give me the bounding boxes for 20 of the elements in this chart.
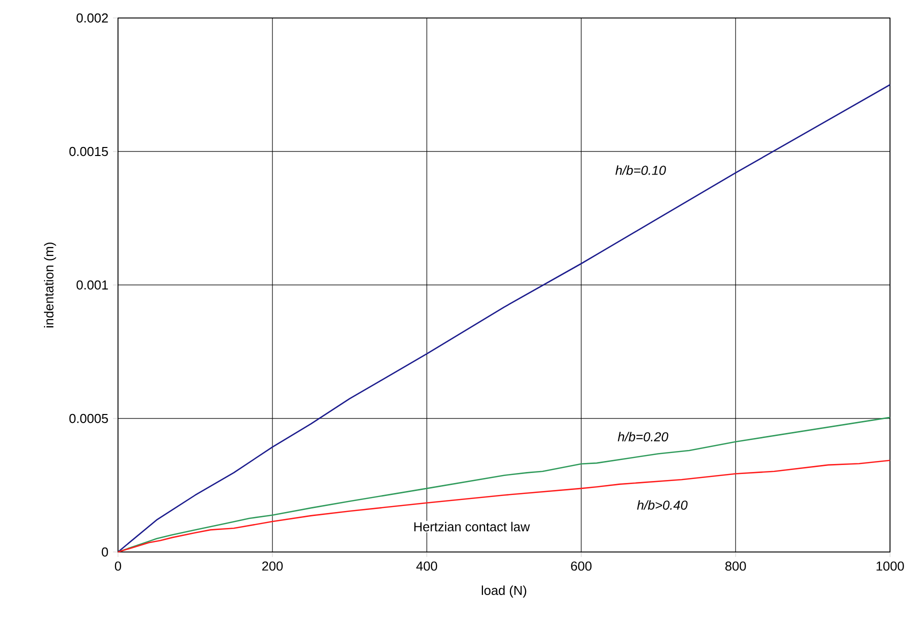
y-axis-title: indentation (m) bbox=[44, 242, 56, 328]
series-label: h/b=0.20 bbox=[618, 432, 668, 442]
y-tick-label: 0.002 bbox=[76, 13, 108, 23]
y-tick-label: 0.0005 bbox=[69, 414, 108, 424]
annotation: Hertzian contact law bbox=[414, 522, 530, 532]
y-tick-label: 0.0015 bbox=[69, 146, 108, 156]
y-tick-label: 0 bbox=[102, 547, 108, 557]
y-tick-label: 0.001 bbox=[76, 280, 108, 290]
x-tick-label: 200 bbox=[262, 562, 283, 571]
x-tick-label: 1000 bbox=[876, 562, 904, 571]
x-tick-label: 800 bbox=[725, 562, 746, 571]
x-axis-title: load (N) bbox=[482, 585, 526, 598]
text: h/b=0.10 bbox=[615, 165, 666, 175]
x-tick-label: 0 bbox=[114, 562, 122, 571]
x-tick-label: 600 bbox=[571, 562, 592, 571]
series-label: h/b>0.40 bbox=[637, 500, 688, 510]
line-series bbox=[117, 84, 891, 553]
line-series bbox=[117, 460, 891, 553]
line-series bbox=[117, 416, 891, 553]
x-tick-label: 400 bbox=[416, 562, 438, 571]
